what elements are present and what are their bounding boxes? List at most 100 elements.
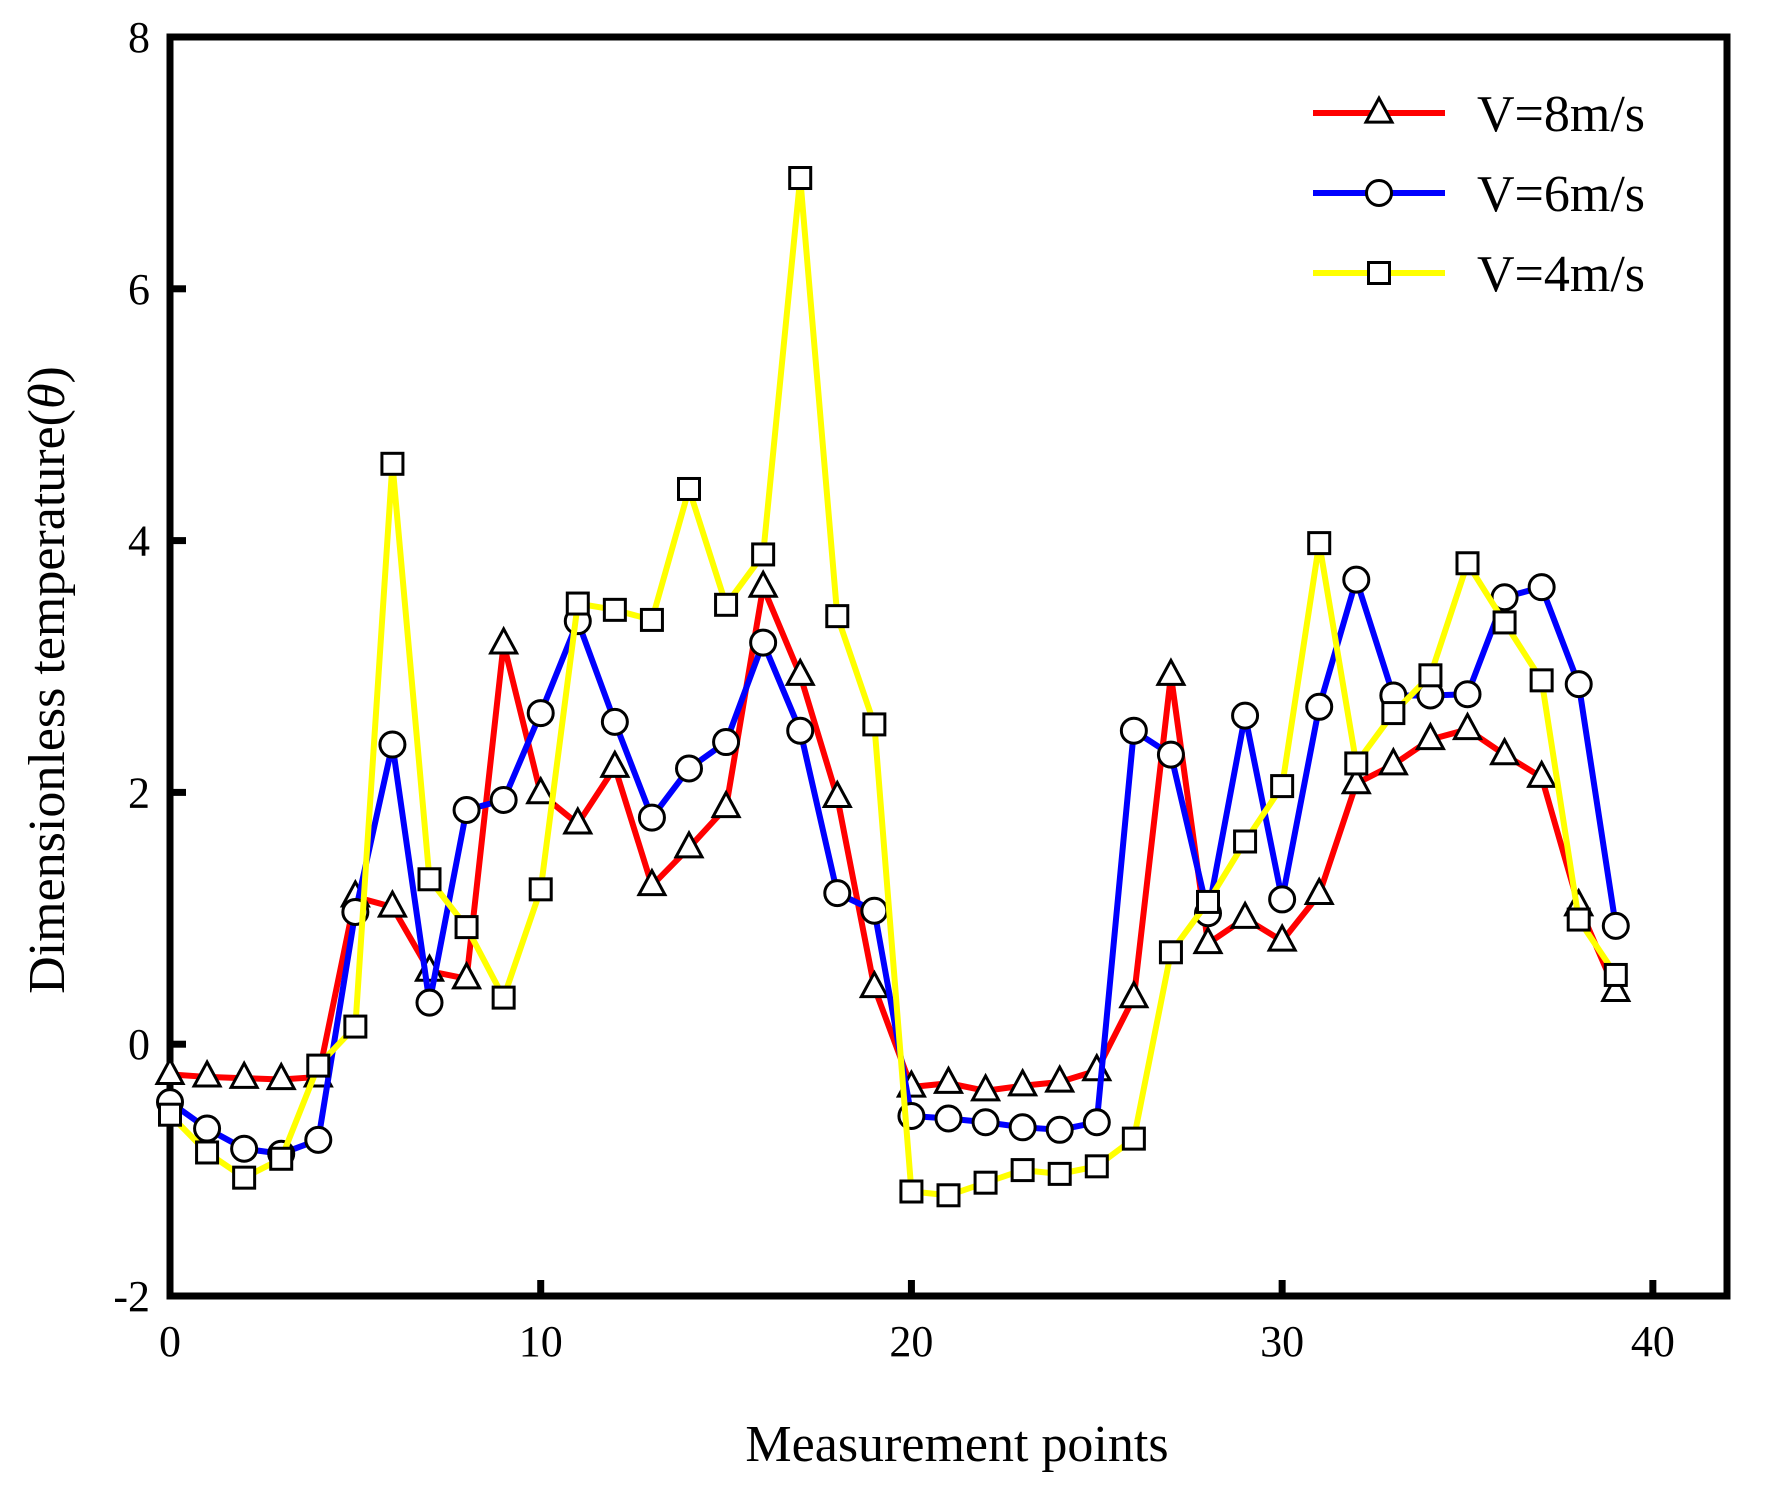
data-point <box>1600 973 1632 1002</box>
data-point <box>1233 829 1258 854</box>
data-point <box>265 1061 297 1091</box>
data-point <box>1158 940 1183 965</box>
data-point <box>1489 736 1521 766</box>
legend-label: V=8m/s <box>1477 86 1645 143</box>
data-point <box>970 1072 1002 1102</box>
data-point <box>525 775 557 805</box>
data-point <box>304 1125 333 1154</box>
y-axis-title-close: ) <box>19 366 76 383</box>
y-tick-label: 4 <box>128 517 150 566</box>
legend-marker <box>1367 261 1391 285</box>
y-axis-title-symbol: θ <box>19 383 76 409</box>
data-point <box>1268 885 1297 914</box>
series-line <box>169 584 1619 1094</box>
legend-item: V=6m/s <box>1313 166 1645 223</box>
data-point <box>1303 876 1335 905</box>
data-point <box>710 789 742 819</box>
data-point <box>751 542 776 567</box>
data-point <box>154 1056 186 1086</box>
data-point <box>1342 565 1371 594</box>
legend-item: V=4m/s <box>1313 246 1645 303</box>
data-point <box>936 1183 961 1208</box>
data-point <box>1529 668 1554 693</box>
data-point <box>158 1102 182 1127</box>
data-point <box>1119 716 1148 745</box>
data-point <box>1344 751 1369 776</box>
data-point <box>1340 765 1372 795</box>
x-tick-label: 40 <box>1631 1317 1675 1366</box>
data-point <box>971 1108 1000 1137</box>
data-point <box>786 716 815 745</box>
data-point <box>1084 1154 1109 1179</box>
y-tick-label: 2 <box>128 768 150 817</box>
data-point <box>1231 701 1260 730</box>
data-point <box>747 569 779 598</box>
data-point <box>191 1058 223 1088</box>
data-point <box>1118 979 1150 1009</box>
data-point <box>825 604 850 629</box>
data-point <box>1270 774 1295 799</box>
data-point <box>195 1140 220 1165</box>
data-point <box>565 591 590 616</box>
legend-marker <box>1363 94 1395 124</box>
data-point <box>973 1170 998 1195</box>
data-point <box>1492 610 1517 635</box>
data-point <box>788 166 813 191</box>
data-point <box>1603 962 1628 987</box>
data-point <box>1010 1158 1035 1183</box>
series-v-8m-s <box>154 569 1632 1102</box>
data-point <box>1564 670 1593 699</box>
data-point <box>1156 740 1185 769</box>
series-line <box>167 175 1619 1199</box>
data-point <box>1196 889 1220 914</box>
plot-frame <box>166 33 1731 1300</box>
data-point <box>488 625 520 655</box>
data-point <box>1008 1113 1037 1142</box>
data-point <box>417 867 442 892</box>
data-point <box>712 728 741 757</box>
x-tick-label: 20 <box>889 1317 933 1366</box>
data-point <box>228 1060 260 1089</box>
data-point <box>452 796 481 825</box>
data-point <box>376 888 408 918</box>
data-point <box>1305 692 1334 721</box>
data-point <box>1566 907 1591 932</box>
data-point <box>932 1065 965 1094</box>
data-point <box>269 1146 294 1171</box>
data-point <box>1007 1067 1039 1097</box>
data-point <box>526 699 555 728</box>
data-point <box>562 805 594 835</box>
y-axis-title: Dimensionless temperature(θ) <box>19 366 76 994</box>
data-point <box>1081 1052 1113 1082</box>
data-point <box>454 915 479 940</box>
data-point <box>637 803 666 832</box>
data-point <box>1266 922 1298 952</box>
legend-label: V=4m/s <box>1477 246 1645 303</box>
data-point <box>1453 680 1482 709</box>
y-tick-label: 0 <box>128 1020 150 1069</box>
data-point <box>1192 925 1224 955</box>
data-point <box>1418 663 1443 688</box>
legend-item: V=8m/s <box>1313 86 1645 143</box>
data-point <box>862 712 887 737</box>
data-point <box>1601 911 1630 940</box>
data-point <box>1045 1115 1074 1144</box>
data-point <box>1414 721 1446 751</box>
series-layer <box>154 166 1632 1208</box>
data-point <box>491 985 516 1010</box>
data-point <box>675 754 703 783</box>
series-v-6m-s <box>156 565 1630 1168</box>
data-point <box>1121 1126 1146 1151</box>
data-point <box>232 1165 257 1190</box>
data-point <box>714 592 739 617</box>
x-tick-label: 0 <box>159 1317 181 1366</box>
data-point <box>749 628 778 657</box>
y-tick-label: 8 <box>128 13 150 62</box>
data-point <box>1307 531 1332 556</box>
y-tick-label: -2 <box>113 1272 150 1321</box>
series-line <box>168 576 1619 1157</box>
data-point <box>1044 1063 1076 1093</box>
data-point <box>415 988 444 1017</box>
